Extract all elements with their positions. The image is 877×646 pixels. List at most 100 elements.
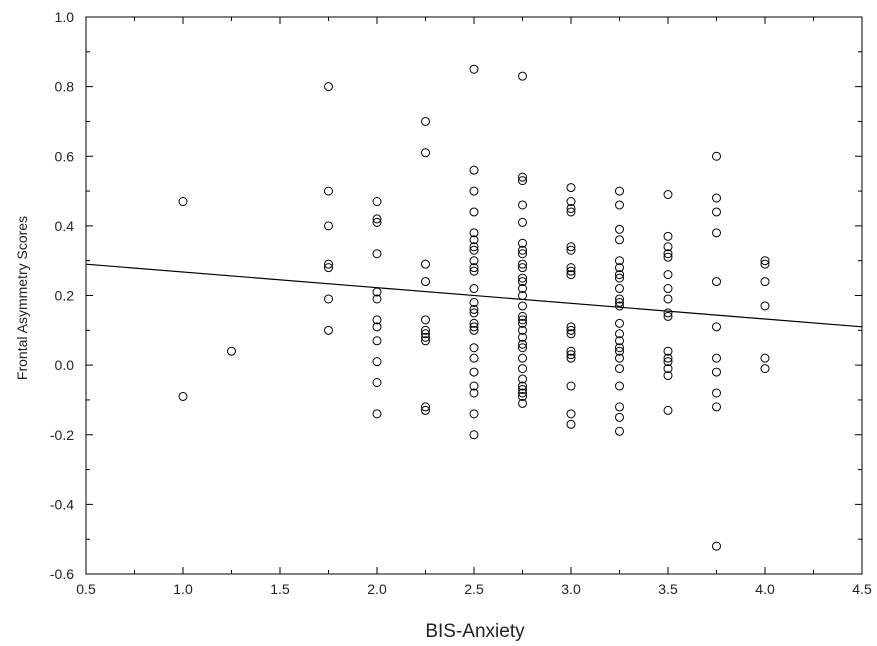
- data-point: [615, 301, 624, 311]
- y-tick-label: 0.6: [55, 148, 75, 164]
- data-point: [421, 402, 430, 412]
- y-tick-label: 0.0: [55, 357, 75, 373]
- data-point: [518, 318, 527, 328]
- data-point: [615, 343, 624, 353]
- data-point: [518, 291, 527, 300]
- data-point: [566, 329, 576, 339]
- data-point: [663, 353, 673, 363]
- data-point: [518, 217, 527, 227]
- data-point: [421, 148, 430, 158]
- data-point: [518, 343, 527, 353]
- x-tick-label: 4.5: [852, 581, 872, 597]
- data-point: [712, 277, 721, 287]
- data-point: [518, 277, 527, 287]
- data-point: [663, 346, 673, 356]
- data-point: [566, 350, 576, 360]
- data-point: [469, 367, 479, 377]
- data-point: [421, 116, 430, 126]
- data-point: [324, 259, 333, 269]
- data-point: [469, 388, 479, 398]
- data-point: [469, 256, 479, 266]
- data-point: [324, 263, 333, 273]
- data-point: [663, 311, 673, 321]
- data-point: [518, 284, 527, 294]
- data-point: [518, 238, 527, 248]
- data-point: [421, 405, 430, 415]
- x-tick-label: 1.5: [270, 581, 290, 597]
- data-point: [760, 259, 770, 269]
- data-point: [615, 235, 624, 245]
- data-point: [615, 318, 624, 328]
- data-point: [518, 176, 527, 186]
- data-point: [178, 391, 188, 401]
- data-point: [663, 364, 673, 374]
- data-point: [712, 402, 721, 412]
- data-point: [712, 388, 721, 398]
- regression-line: [85, 263, 863, 328]
- data-point: [615, 353, 624, 363]
- x-tick-label: 1.0: [173, 581, 193, 597]
- data-point: [663, 249, 673, 259]
- data-point: [518, 200, 527, 210]
- data-point: [469, 235, 479, 245]
- data-point: [615, 329, 624, 339]
- data-point: [469, 228, 479, 238]
- data-point: [518, 273, 527, 283]
- data-point: [324, 294, 333, 304]
- data-point: [372, 378, 382, 388]
- data-point: [372, 217, 382, 227]
- data-point: [663, 357, 673, 367]
- data-point: [469, 297, 479, 307]
- y-axis-title: Frontal Asymmetry Scores: [14, 216, 30, 380]
- x-tick-label: 2.0: [367, 581, 387, 597]
- data-point: [615, 186, 624, 196]
- x-tick-label: 2.5: [464, 581, 484, 597]
- data-point: [518, 332, 527, 342]
- data-point: [518, 259, 527, 269]
- data-point: [615, 297, 624, 307]
- data-point: [566, 353, 576, 363]
- data-point: [566, 197, 576, 207]
- data-point: [372, 357, 382, 367]
- data-point: [421, 329, 430, 339]
- data-point: [712, 367, 721, 377]
- data-point: [372, 214, 382, 224]
- data-point: [615, 364, 624, 374]
- x-tick-label: 3.5: [658, 581, 678, 597]
- data-point: [566, 207, 576, 217]
- data-point: [324, 221, 333, 231]
- data-point: [469, 318, 479, 328]
- data-point: [712, 541, 721, 551]
- data-point: [372, 294, 382, 304]
- data-point: [663, 284, 673, 294]
- data-point: [518, 311, 527, 321]
- data-point: [372, 287, 382, 297]
- data-point: [421, 336, 430, 346]
- data-point: [663, 252, 673, 262]
- data-point: [518, 71, 527, 81]
- data-point: [663, 308, 673, 318]
- data-point: [615, 426, 624, 436]
- data-point: [518, 374, 527, 384]
- data-point: [324, 325, 333, 335]
- axis-ticks: [85, 16, 863, 575]
- data-point: [372, 409, 382, 419]
- data-point: [615, 412, 624, 422]
- data-point: [469, 343, 479, 353]
- data-point: [469, 245, 479, 255]
- data-point: [663, 190, 673, 200]
- data-point: [566, 263, 576, 273]
- data-point: [615, 263, 624, 273]
- x-tick-label: 3.0: [561, 581, 581, 597]
- data-point: [615, 346, 624, 356]
- data-point: [712, 353, 721, 363]
- data-point: [712, 322, 721, 332]
- data-point: [760, 277, 770, 287]
- data-point: [615, 273, 624, 283]
- data-point: [760, 301, 770, 311]
- data-point: [227, 346, 236, 356]
- data-point: [469, 325, 479, 335]
- data-point: [469, 409, 479, 419]
- data-point: [469, 207, 479, 217]
